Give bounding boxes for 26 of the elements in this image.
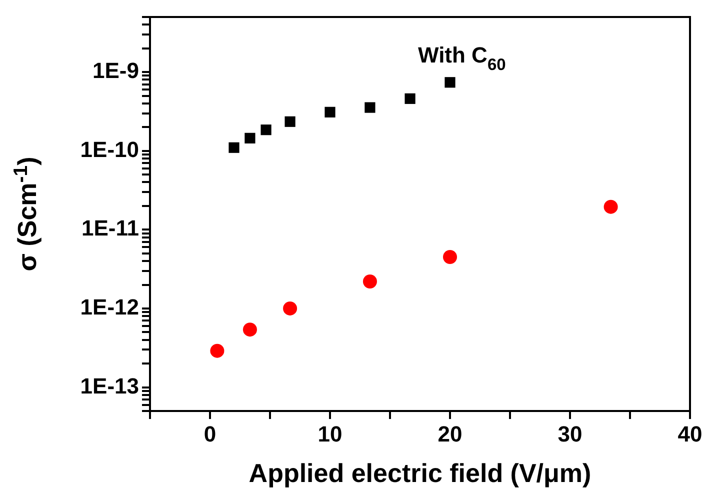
x-tick-label: 30 (558, 421, 582, 446)
x-axis-title: Applied electric field (V/μm) (248, 458, 592, 488)
y-tick-label: 1E-13 (80, 373, 139, 398)
y-tick-label: 1E-11 (82, 216, 139, 241)
point (244, 132, 256, 144)
x-tick-label: 10 (318, 421, 342, 446)
point (242, 322, 257, 337)
point (324, 106, 336, 118)
point (228, 142, 240, 153)
point (364, 102, 376, 113)
x-tick-label: 40 (678, 421, 702, 446)
y-axis-title: σ (Scm-1) (10, 156, 42, 272)
x-tick-label: 0 (204, 421, 216, 446)
point (443, 250, 457, 264)
point (362, 274, 377, 288)
point (284, 116, 296, 127)
point (283, 301, 298, 316)
x-tick-label: 20 (438, 421, 462, 446)
point (260, 124, 272, 136)
y-tick-label: 1E-9 (92, 58, 139, 84)
point (404, 93, 416, 104)
y-tick-label: 1E-12 (80, 294, 139, 320)
point (444, 77, 456, 88)
point (210, 344, 224, 358)
point (604, 200, 618, 214)
y-tick-label: 1E-10 (80, 136, 139, 162)
